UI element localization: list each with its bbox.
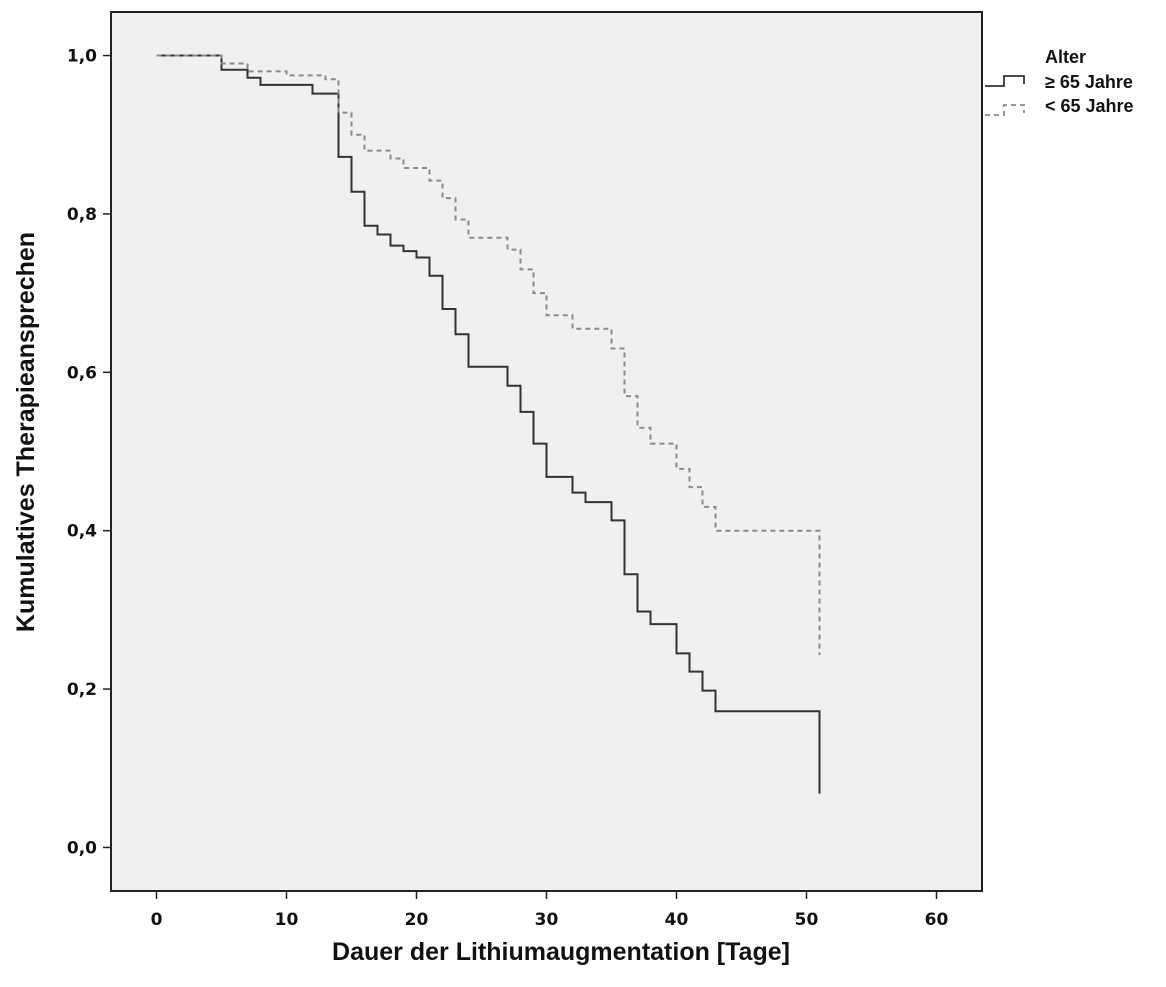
y-tick-label: 0,8 xyxy=(67,205,97,225)
legend: Alter ≥ 65 Jahre < 65 Jahre xyxy=(985,47,1134,116)
legend-swatch-lt65 xyxy=(985,104,1025,116)
x-tick-label: 50 xyxy=(795,910,819,930)
legend-swatch-ge65 xyxy=(985,75,1025,87)
series-line-ge65 xyxy=(156,54,821,794)
x-axis-ticks: 0 10 20 30 40 50 60 xyxy=(151,891,949,930)
x-tick-label: 20 xyxy=(405,910,429,930)
y-axis-title: Kumulatives Therapieansprechen xyxy=(12,232,40,632)
x-tick-label: 10 xyxy=(275,910,299,930)
legend-title: Alter xyxy=(1045,47,1086,67)
y-tick-label: 0,2 xyxy=(67,680,97,700)
x-tick-label: 40 xyxy=(665,910,689,930)
legend-label-lt65: < 65 Jahre xyxy=(1045,96,1134,116)
y-tick-label: 0,0 xyxy=(67,838,97,858)
y-axis-ticks: 0,0 0,2 0,4 0,6 0,8 1,0 xyxy=(67,47,111,858)
series-line-lt65 xyxy=(156,54,821,656)
y-tick-label: 0,4 xyxy=(67,522,97,542)
x-axis-title: Dauer der Lithiumaugmentation [Tage] xyxy=(332,938,790,966)
y-tick-label: 0,6 xyxy=(67,363,97,383)
legend-label-ge65: ≥ 65 Jahre xyxy=(1045,72,1133,92)
x-tick-label: 30 xyxy=(535,910,559,930)
x-tick-label: 0 xyxy=(151,910,163,930)
x-tick-label: 60 xyxy=(925,910,949,930)
y-tick-label: 1,0 xyxy=(67,47,97,67)
series-layer xyxy=(156,54,821,794)
